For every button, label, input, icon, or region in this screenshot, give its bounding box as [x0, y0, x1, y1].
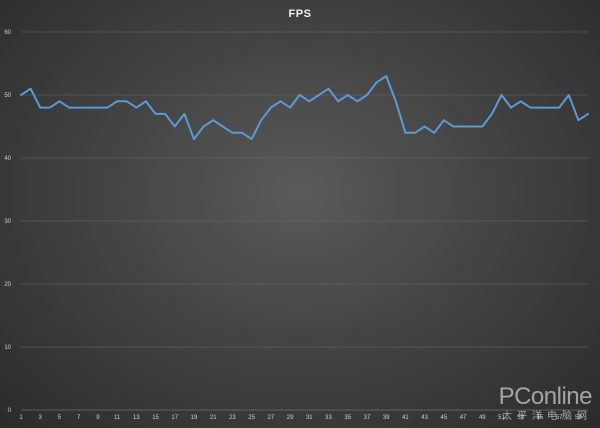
y-tick-label: 60	[4, 30, 11, 36]
x-tick-label: 39	[383, 415, 390, 421]
x-tick-label: 15	[152, 415, 159, 421]
x-tick-label: 35	[344, 415, 351, 421]
x-tick-label: 41	[402, 415, 409, 421]
x-tick-label: 29	[287, 415, 294, 421]
x-tick-label: 27	[268, 415, 275, 421]
y-tick-label: 40	[4, 156, 11, 162]
x-tick-label: 31	[306, 415, 313, 421]
x-tick-label: 33	[325, 415, 332, 421]
pconline-watermark: PConline 太平洋电脑网	[498, 383, 593, 423]
x-tick-label: 21	[210, 415, 217, 421]
x-tick-label: 23	[229, 415, 236, 421]
y-tick-label: 20	[4, 282, 11, 288]
x-tick-label: 53	[517, 415, 524, 421]
x-tick-label: 59	[575, 415, 582, 421]
x-tick-label: 19	[191, 415, 198, 421]
x-tick-label: 11	[114, 415, 121, 421]
x-tick-label: 47	[460, 415, 467, 421]
y-tick-label: 0	[8, 408, 12, 414]
x-tick-label: 17	[171, 415, 178, 421]
x-tick-label: 5	[58, 415, 62, 421]
x-tick-label: 25	[248, 415, 255, 421]
x-tick-label: 7	[77, 415, 81, 421]
x-tick-label: 9	[96, 415, 100, 421]
x-tick-label: 57	[556, 415, 563, 421]
x-tick-label: 3	[39, 415, 43, 421]
x-tick-label: 13	[133, 415, 140, 421]
x-tick-label: 49	[479, 415, 486, 421]
watermark-brand: PConline	[498, 383, 593, 410]
x-tick-label: 45	[441, 415, 448, 421]
x-tick-label: 1	[19, 415, 23, 421]
x-tick-label: 37	[364, 415, 371, 421]
y-tick-label: 30	[4, 219, 11, 225]
x-tick-label: 51	[498, 415, 505, 421]
y-tick-label: 50	[4, 93, 11, 99]
fps-series-line	[20, 75, 589, 141]
y-tick-label: 10	[4, 345, 11, 351]
chart-title: FPS	[288, 8, 312, 20]
watermark-sub: 太平洋电脑网	[502, 411, 592, 422]
x-tick-label: 55	[537, 415, 544, 421]
x-tick-label: 43	[421, 415, 428, 421]
